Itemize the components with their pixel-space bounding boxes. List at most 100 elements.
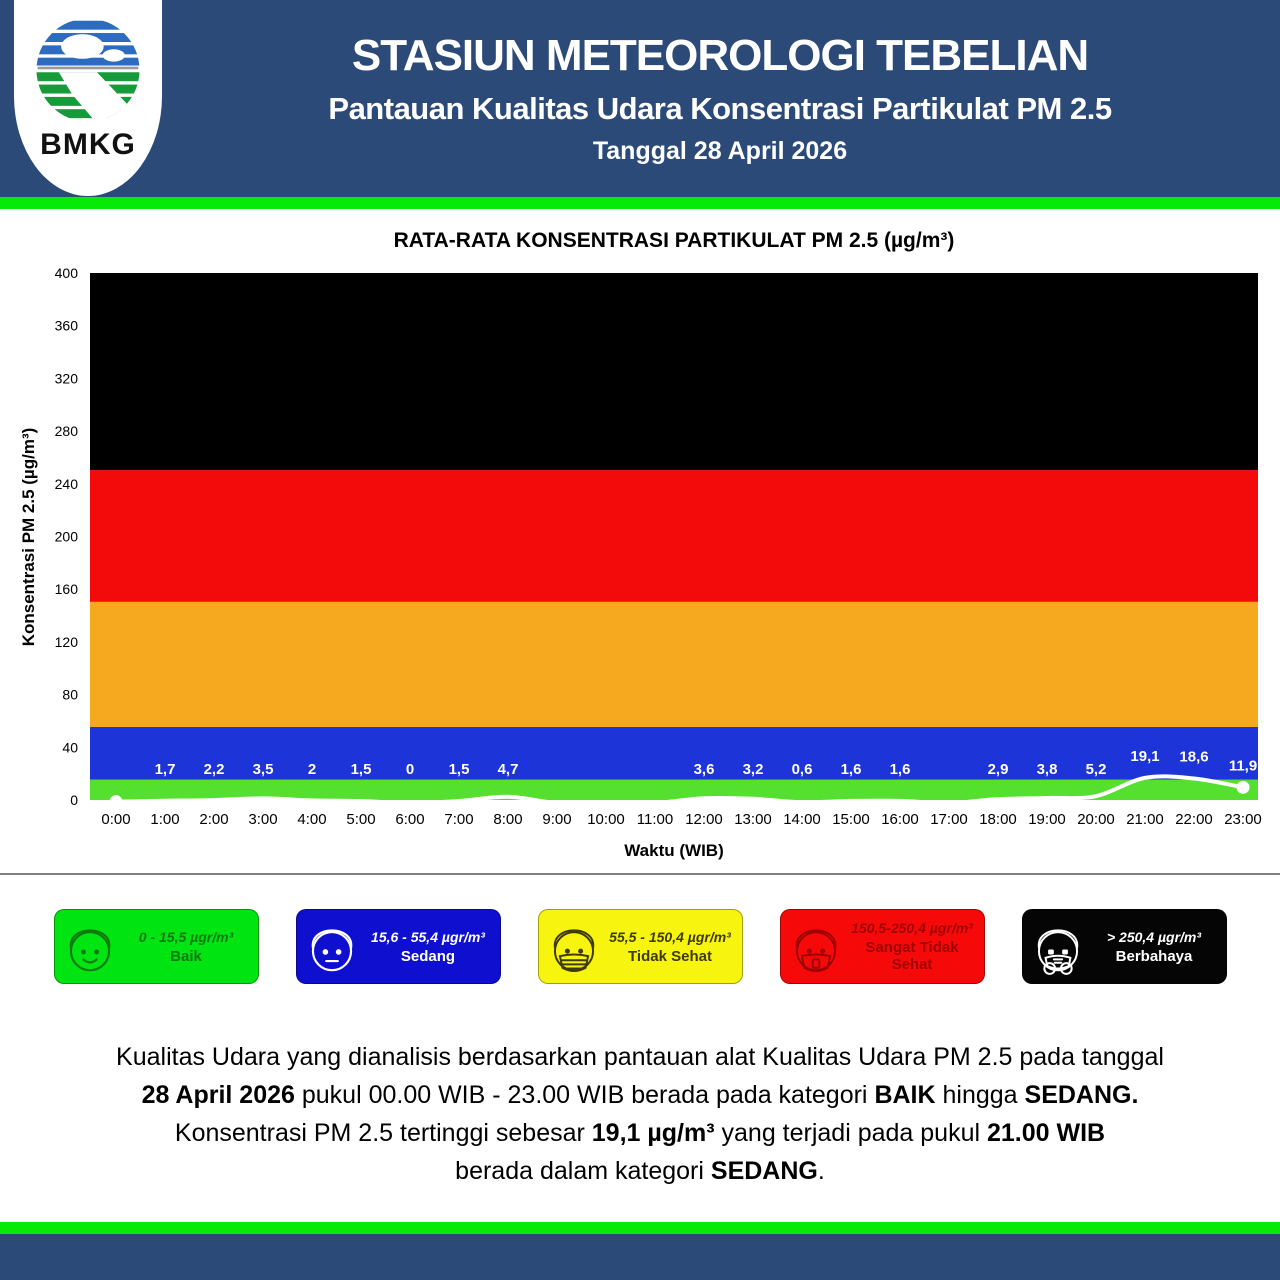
- value-label: 3,5: [253, 761, 274, 778]
- masked-face-icon: [545, 916, 603, 978]
- summary-line: berada dalam kategori SEDANG.: [455, 1157, 825, 1185]
- legend-range: > 250,4 µgr/m³: [1106, 928, 1202, 945]
- x-tick-label: 10:00: [587, 811, 625, 828]
- band-sangat-tidak-sehat: [90, 470, 1258, 602]
- footer-green-strip: [0, 1222, 1280, 1234]
- x-tick-label: 19:00: [1028, 811, 1066, 828]
- legend-text: 0 - 15,5 µgr/m³ Baik: [119, 929, 254, 965]
- x-tick-label: 16:00: [881, 811, 919, 828]
- line-marker: [1236, 780, 1250, 794]
- band-sedang: [90, 727, 1258, 780]
- summary-line: 28 April 2026 pukul 00.00 WIB - 23.00 WI…: [141, 1081, 1139, 1109]
- x-tick-label: 0:00: [101, 811, 130, 828]
- y-tick-label: 200: [55, 529, 79, 545]
- x-tick-label: 18:00: [979, 811, 1017, 828]
- value-label: 1,5: [449, 761, 470, 778]
- x-tick-label: 8:00: [493, 811, 522, 828]
- happy-face-icon: [61, 916, 119, 978]
- x-tick-label: 11:00: [637, 811, 673, 828]
- legend-label: Berbahaya: [1115, 947, 1193, 965]
- band-baik: [90, 779, 1258, 800]
- pm25-line-chart: RATA-RATA KONSENTRASI PARTIKULAT PM 2.5 …: [19, 229, 1262, 860]
- legend-label: Sangat Tidak Sehat: [865, 939, 959, 973]
- neutral-face-icon: [303, 916, 361, 978]
- bmkg-emblem-icon: [36, 20, 140, 122]
- legend-label: Tidak Sehat: [628, 947, 712, 965]
- x-tick-label: 2:00: [199, 811, 228, 828]
- x-tick-label: 12:00: [685, 811, 723, 828]
- legend-item-baik: 0 - 15,5 µgr/m³ Baik: [53, 909, 259, 984]
- legend-label: Baik: [170, 947, 202, 965]
- legend-item-sedang: 15,6 - 55,4 µgr/m³ Sedang: [295, 909, 501, 984]
- x-tick-label: 3:00: [248, 811, 277, 828]
- y-tick-label: 240: [55, 476, 79, 492]
- band-tidak-sehat: [90, 601, 1258, 728]
- footer-blue-bar: [0, 1234, 1280, 1280]
- legend-item-sangat-tidak-sehat: 150,5-250,4 µgr/m³ Sangat Tidak Sehat: [779, 909, 985, 984]
- value-label: 0,6: [792, 761, 813, 778]
- bmkg-logo: BMKG: [14, 0, 162, 196]
- y-tick-label: 0: [70, 792, 78, 808]
- value-label: 3,6: [694, 761, 715, 778]
- y-tick-label: 80: [62, 687, 78, 703]
- value-label: 3,8: [1037, 761, 1058, 778]
- x-axis-title: Waktu (WIB): [624, 841, 723, 860]
- value-label: 1,6: [841, 761, 862, 778]
- value-label: 2,2: [204, 761, 225, 778]
- legend-range: 150,5-250,4 µgr/m³: [851, 920, 973, 936]
- y-tick-label: 120: [55, 634, 79, 650]
- value-label: 18,6: [1179, 748, 1208, 765]
- gas-mask-face-icon: [1029, 916, 1087, 978]
- value-label: 3,2: [743, 761, 764, 778]
- legend-range: 15,6 - 55,4 µgr/m³: [371, 928, 485, 945]
- aqi-legend: 0 - 15,5 µgr/m³ Baik 15,6 - 55,4 µgr/m³: [0, 909, 1280, 984]
- legend-range: 0 - 15,5 µgr/m³: [138, 928, 234, 945]
- line-marker: [109, 795, 123, 809]
- header: BMKG STASIUN METEOROLOGI TEBELIAN Pantau…: [0, 0, 1280, 197]
- value-label: 2: [308, 761, 316, 778]
- chart-section: RATA-RATA KONSENTRASI PARTIKULAT PM 2.5 …: [0, 209, 1280, 864]
- value-label: 1,5: [351, 761, 372, 778]
- x-tick-label: 5:00: [346, 811, 375, 828]
- x-tick-label: 23:00: [1224, 811, 1262, 828]
- value-label: 2,9: [988, 761, 1009, 778]
- summary-line: Kualitas Udara yang dianalisis berdasark…: [116, 1043, 1164, 1071]
- x-tick-label: 4:00: [297, 811, 326, 828]
- x-tick-label: 20:00: [1077, 811, 1115, 828]
- report-subtitle: Pantauan Kualitas Udara Konsentrasi Part…: [328, 91, 1112, 126]
- x-tick-label: 7:00: [444, 811, 473, 828]
- summary-line: Konsentrasi PM 2.5 tertinggi sebesar 19,…: [174, 1119, 1106, 1147]
- report-date: Tanggal 28 April 2026: [592, 137, 848, 165]
- masked-face-icon: [787, 916, 845, 978]
- x-tick-label: 9:00: [542, 811, 571, 828]
- y-axis-title: Konsentrasi PM 2.5 (µg/m³): [19, 428, 38, 647]
- legend-text: 150,5-250,4 µgr/m³ Sangat Tidak Sehat: [845, 920, 980, 973]
- x-tick-label: 6:00: [395, 811, 424, 828]
- value-label: 1,6: [890, 761, 911, 778]
- x-tick-label: 1:00: [150, 811, 179, 828]
- value-label: 1,7: [155, 761, 176, 778]
- summary-text: Kualitas Udara yang dianalisis berdasark…: [0, 1038, 1280, 1190]
- section-divider: [0, 873, 1280, 875]
- top-green-strip: [0, 197, 1280, 209]
- value-label: 19,1: [1130, 748, 1159, 765]
- legend-item-berbahaya: > 250,4 µgr/m³ Berbahaya: [1021, 909, 1227, 984]
- x-tick-label: 15:00: [832, 811, 870, 828]
- legend-label: Sedang: [400, 947, 456, 965]
- value-label: 0: [406, 761, 414, 778]
- legend-text: 55,5 - 150,4 µgr/m³ Tidak Sehat: [603, 929, 738, 965]
- value-label: 5,2: [1086, 761, 1107, 778]
- legend-range: 55,5 - 150,4 µgr/m³: [609, 928, 731, 945]
- legend-item-tidak-sehat: 55,5 - 150,4 µgr/m³ Tidak Sehat: [537, 909, 743, 984]
- x-tick-label: 21:00: [1126, 811, 1164, 828]
- y-tick-label: 280: [55, 423, 79, 439]
- value-label: 4,7: [498, 761, 519, 778]
- band-berbahaya: [90, 273, 1258, 471]
- bmkg-logo-text: BMKG: [40, 128, 136, 161]
- y-tick-label: 160: [55, 581, 79, 597]
- legend-text: > 250,4 µgr/m³ Berbahaya: [1087, 929, 1222, 965]
- y-tick-label: 400: [55, 265, 79, 281]
- chart-title: RATA-RATA KONSENTRASI PARTIKULAT PM 2.5 …: [394, 229, 955, 252]
- x-tick-label: 22:00: [1175, 811, 1213, 828]
